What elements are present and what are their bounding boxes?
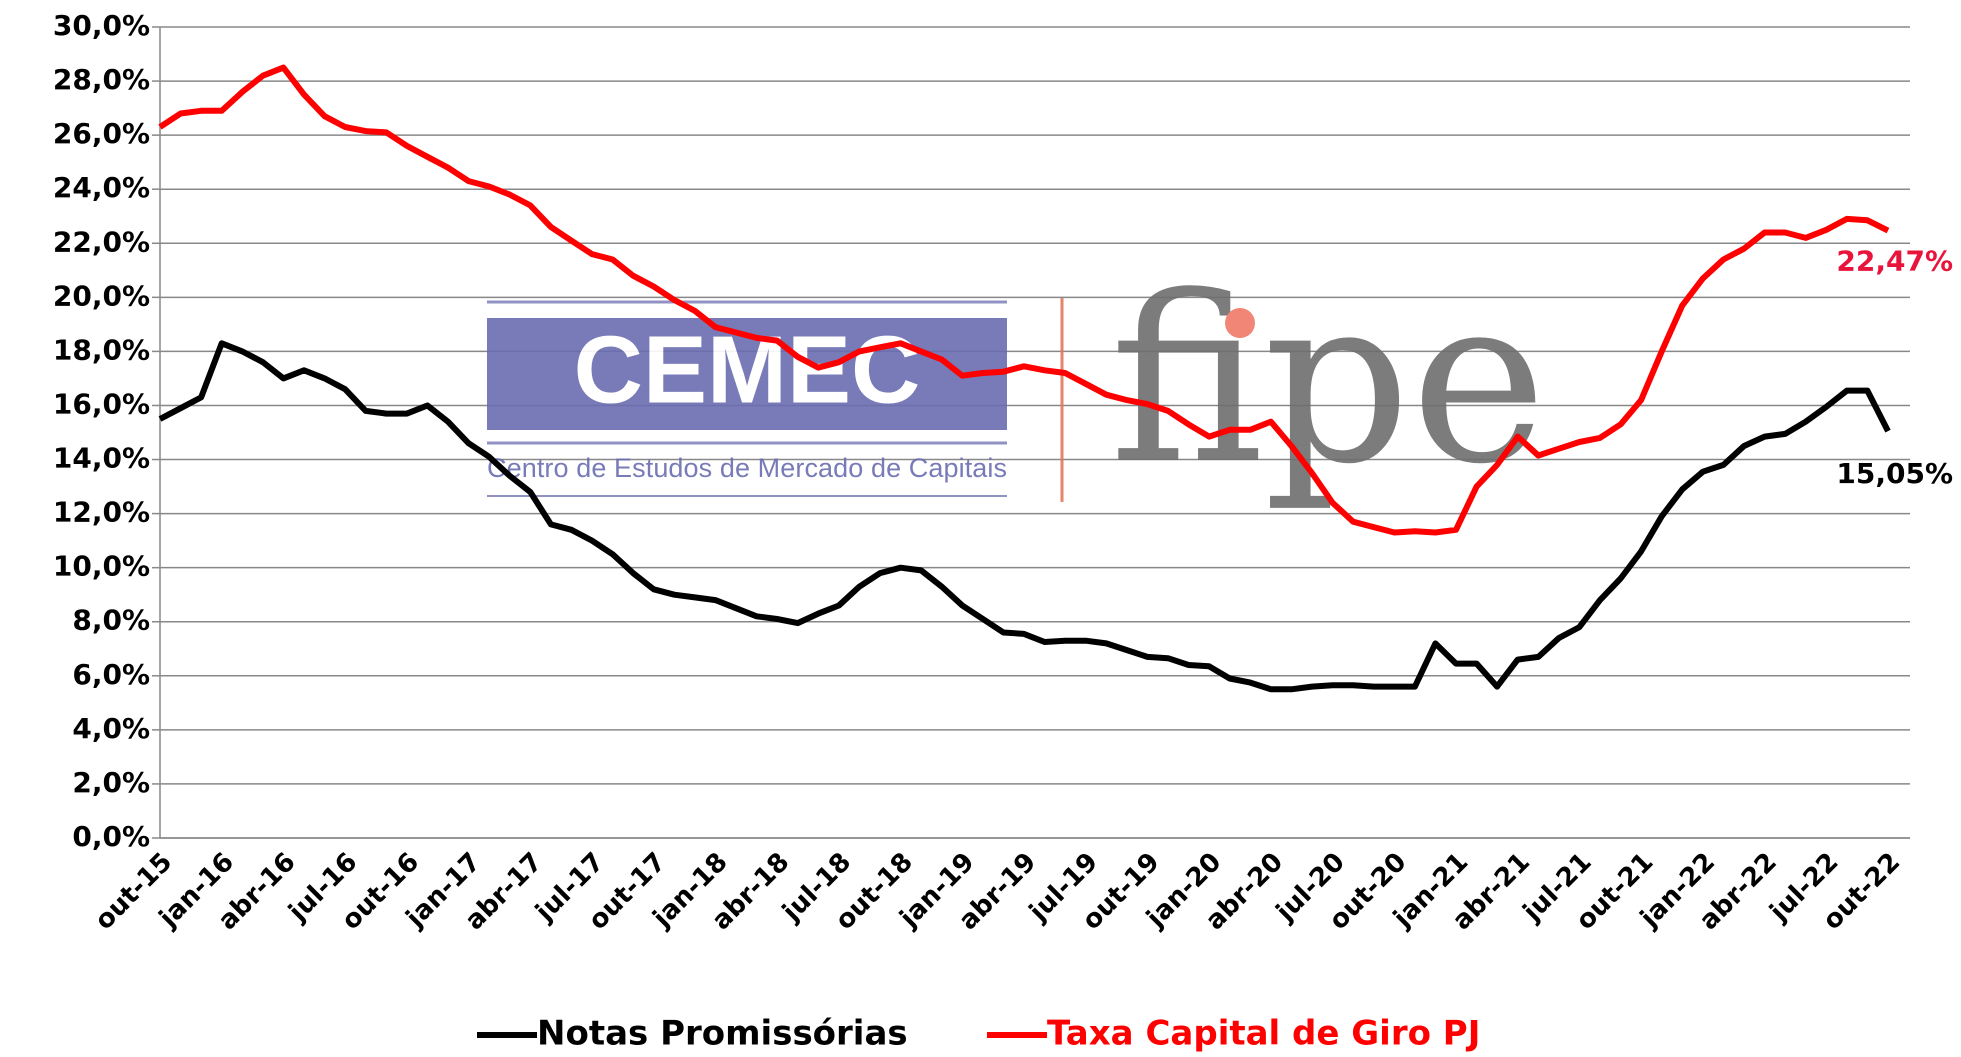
logo-subtitle: Centro de Estudos de Mercado de Capitais [487, 453, 1007, 483]
logo: CEMEC Centro de Estudos de Mercado de Ca… [487, 248, 1547, 515]
y-tick-label: 28,0% [53, 63, 150, 96]
y-tick-label: 6,0% [72, 658, 150, 691]
y-tick-label: 24,0% [53, 171, 150, 204]
legend-label: Taxa Capital de Giro PJ [1047, 1014, 1480, 1054]
y-tick-label: 8,0% [72, 604, 150, 637]
y-tick-label: 0,0% [72, 820, 150, 853]
y-tick-label: 22,0% [53, 225, 150, 258]
y-tick-label: 30,0% [53, 9, 150, 42]
y-tick-label: 10,0% [53, 550, 150, 583]
y-tick-label: 18,0% [53, 333, 150, 366]
y-tick-label: 20,0% [53, 279, 150, 312]
y-tick-label: 26,0% [53, 117, 150, 150]
line-series [158, 64, 1890, 536]
logo-dot [1225, 308, 1255, 338]
legend-label: Notas Promissórias [537, 1014, 908, 1054]
y-tick-label: 4,0% [72, 712, 150, 745]
y-tick-label: 2,0% [72, 766, 150, 799]
value-label: 15,05% [1836, 457, 1953, 490]
y-tick-label: 12,0% [53, 496, 150, 529]
line-series [158, 340, 1891, 693]
value-label: 22,47% [1836, 245, 1953, 278]
logo-right: fipe [1110, 248, 1547, 515]
y-tick-label: 14,0% [53, 442, 150, 475]
y-tick-label: 16,0% [53, 387, 150, 420]
